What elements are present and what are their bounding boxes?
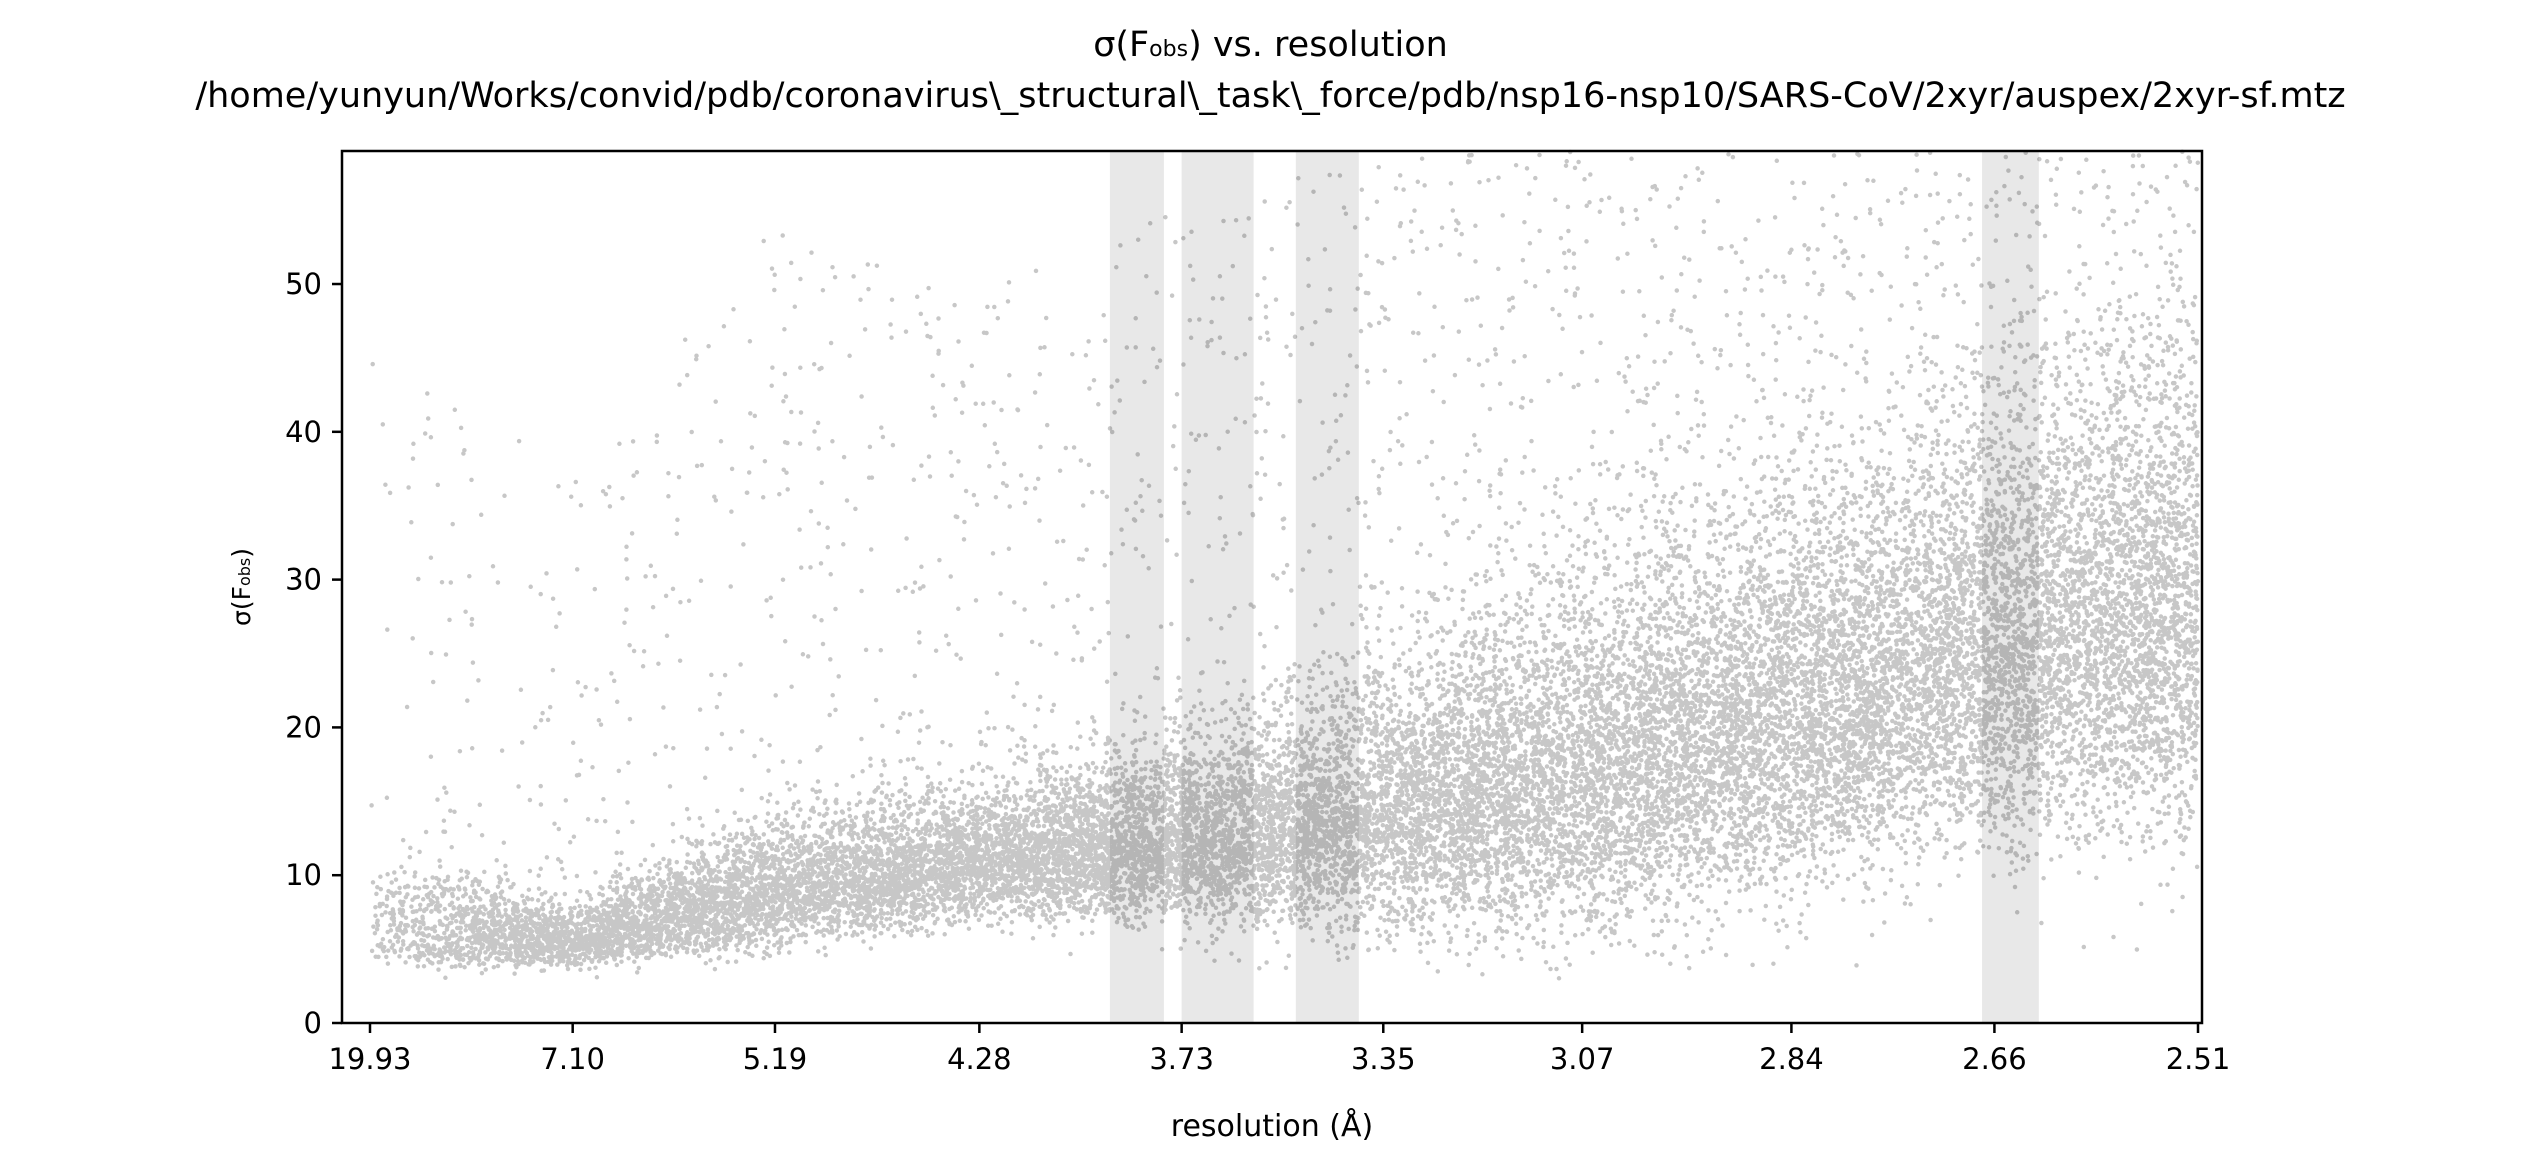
title-rest-text: ) vs. resolution [1188,25,1448,65]
x-tick-label-0: 19.93 [328,1042,411,1076]
y-label-rest: ) [227,548,256,558]
x-axis-label: resolution (Å) [1171,1108,1373,1144]
y-tick-label-3: 30 [285,563,322,597]
x-tick-label-1: 7.10 [540,1042,605,1076]
data-points [369,149,2201,981]
data-points-cloud [369,149,2201,981]
chart-title: σ(Fobs) vs. resolution /home/yunyun/Work… [0,22,2541,119]
highlight-band-2 [1295,151,1359,1023]
x-tick-label-2: 5.19 [743,1042,808,1076]
y-tick-label-2: 20 [285,710,322,744]
chart-title-main: σ(Fobs) vs. resolution [0,22,2541,73]
chart-subtitle: /home/yunyun/Works/convid/pdb/coronaviru… [195,76,2346,116]
x-axis-ticks: 19.93 7.10 5.19 4.28 3.73 3.35 3.07 2.84 2.66 2.5… [328,1023,2230,1076]
title-main-text: σ(F [1093,25,1150,65]
x-tick-label-6: 3.07 [1550,1042,1615,1076]
highlight-bands [1109,151,2039,1023]
title-subscript: obs [1149,37,1189,62]
highlight-band-1 [1181,151,1254,1023]
highlight-band-3 [1982,151,2039,1023]
y-tick-label-4: 40 [285,415,322,449]
y-label-main: σ(F [227,586,256,626]
y-axis-label: σ(Fobs) [227,548,256,626]
highlight-band-0 [1109,151,1164,1023]
plot-frame [340,149,2204,1025]
x-tick-label-8: 2.66 [1962,1042,2027,1076]
y-tick-label-5: 50 [285,267,322,301]
y-label-subscript: obs [235,558,254,586]
y-tick-label-0: 0 [304,1006,322,1040]
x-tick-label-9: 2.51 [2166,1042,2231,1076]
x-tick-label-4: 3.73 [1149,1042,1214,1076]
y-tick-label-1: 10 [285,858,322,892]
y-axis-ticks: 0 10 20 30 40 50 [285,267,342,1040]
x-tick-label-7: 2.84 [1759,1042,1824,1076]
x-tick-label-5: 3.35 [1351,1042,1416,1076]
x-tick-label-3: 4.28 [947,1042,1012,1076]
